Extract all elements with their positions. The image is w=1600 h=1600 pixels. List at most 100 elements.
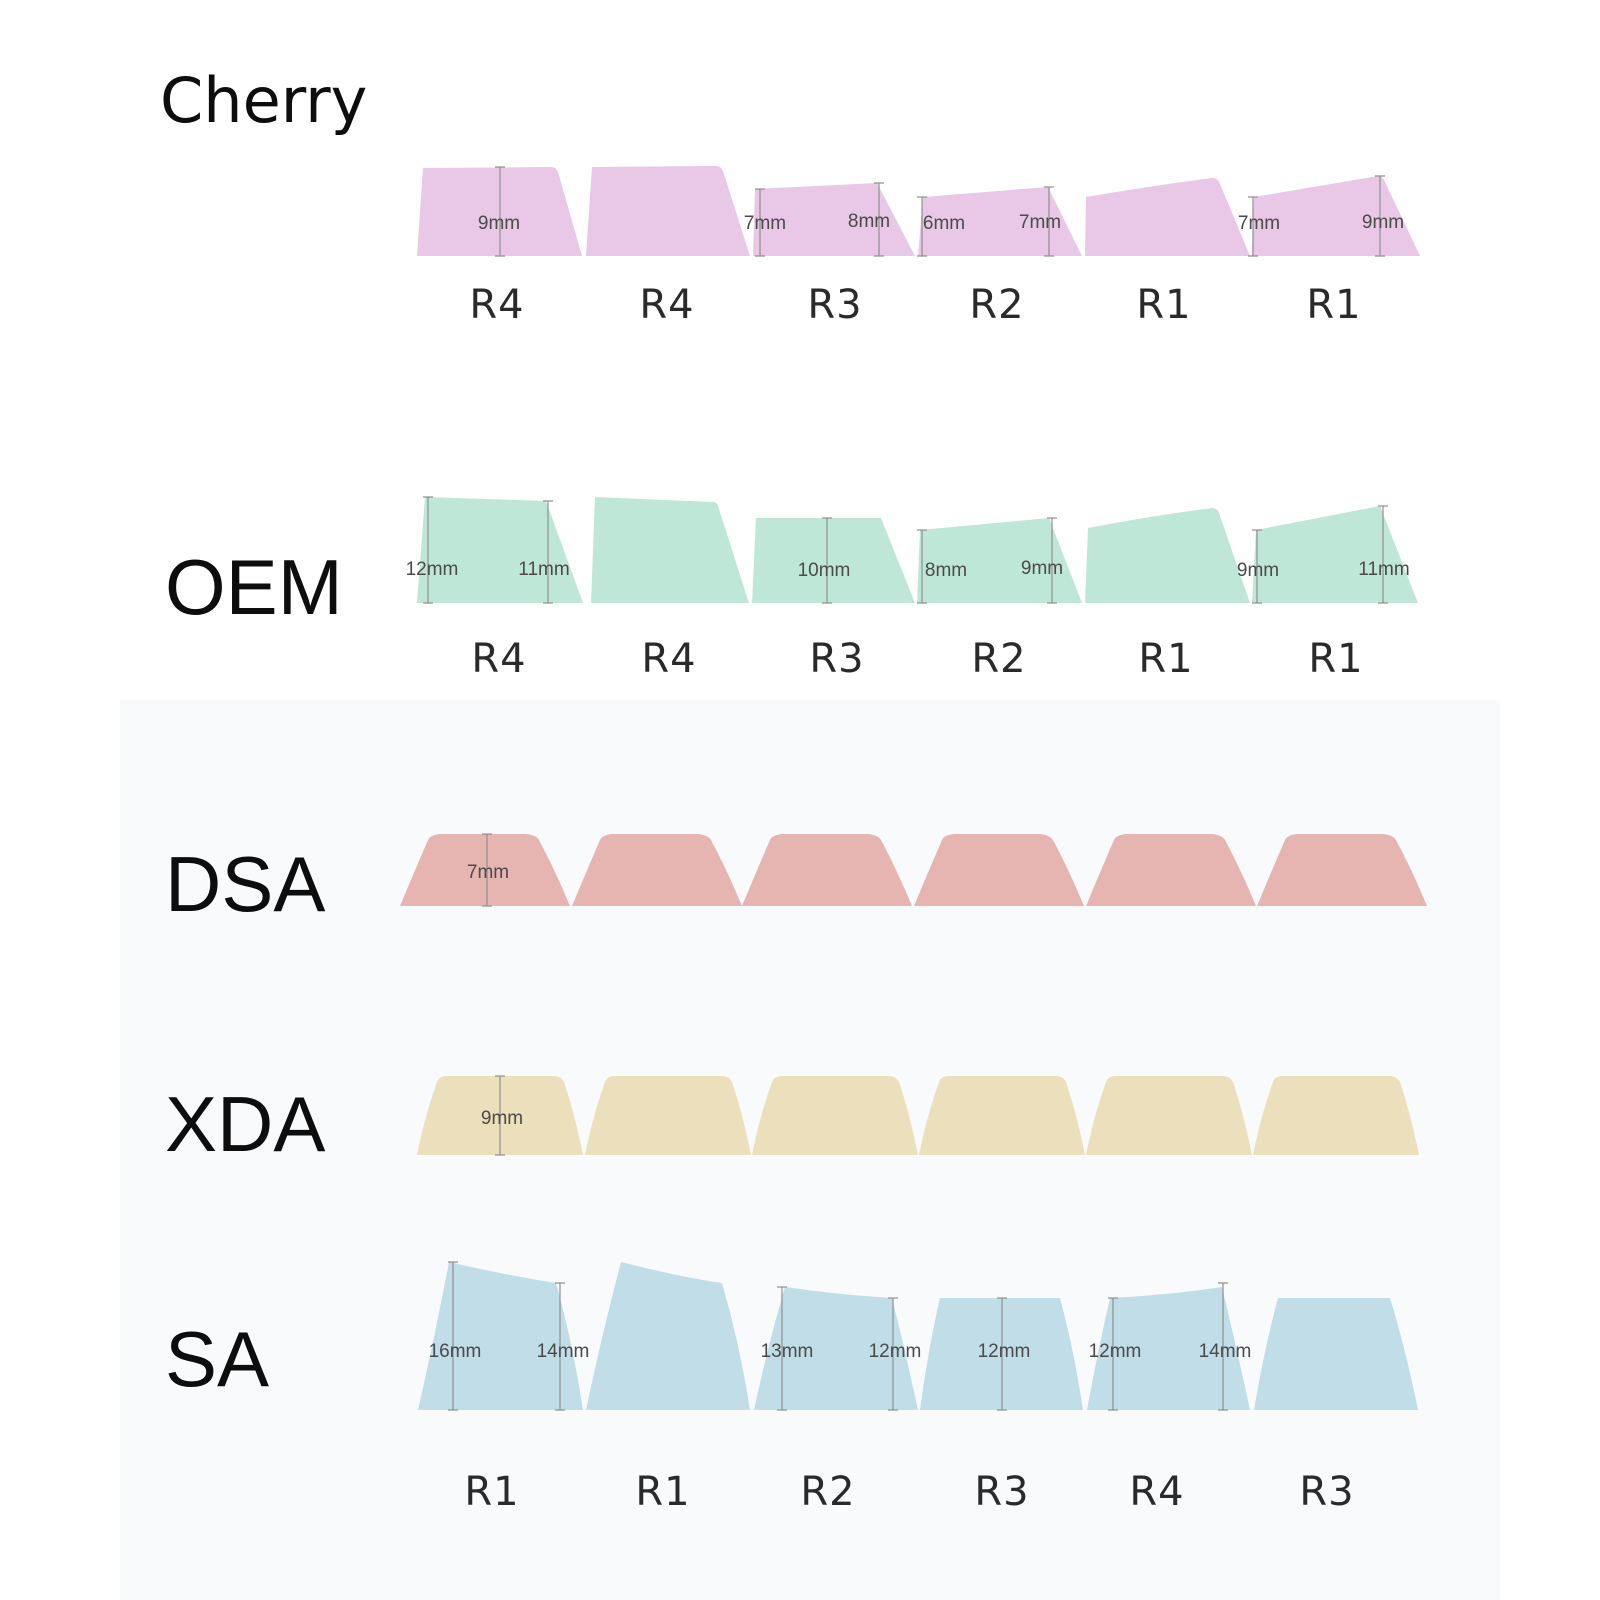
oem-row-label: R1: [1308, 636, 1363, 682]
cherry-row-label: R1: [1136, 282, 1191, 328]
cherry-keycap-6: [1252, 176, 1420, 256]
oem-measurement-label: 8mm: [925, 560, 967, 581]
sa-keycap-2: [586, 1262, 750, 1410]
sa-profile-group: 16mm 14mm 13mm 12mm 12mm 12mm 14mm R1 R1 R2 R3 R4 R3: [418, 1261, 1418, 1515]
cherry-profile-title: Cherry: [160, 64, 368, 137]
sa-measurement-label: 12mm: [869, 1341, 922, 1362]
cherry-row-label: R4: [639, 282, 694, 328]
sa-row-label: R3: [1299, 1469, 1354, 1515]
dsa-keycap-3: [742, 834, 912, 906]
cherry-dimension-marker: 8mm: [848, 182, 890, 257]
oem-dimension-marker: 10mm: [798, 517, 851, 604]
oem-row-label: R1: [1138, 636, 1193, 682]
oem-measurement-label: 11mm: [518, 559, 569, 580]
cherry-row-label: R4: [469, 282, 524, 328]
oem-keycap-3: [752, 518, 915, 603]
sa-measurement-label: 14mm: [537, 1341, 590, 1362]
sa-dimension-marker: 12mm: [1089, 1297, 1142, 1411]
oem-profile-title: OEM: [165, 543, 343, 631]
sa-row-label: R3: [974, 1469, 1029, 1515]
xda-profile-group: 9mm: [417, 1075, 1419, 1156]
cherry-measurement-label: 9mm: [1362, 212, 1404, 233]
sa-dimension-marker: 14mm: [1199, 1282, 1252, 1411]
oem-row-label: R4: [641, 636, 696, 682]
cherry-profile-group: 9mm 7mm 8mm 6mm 7mm 7mm 9mm R4 R4 R3 R2 R1 R1: [417, 166, 1420, 328]
oem-measurement-label: 9mm: [1021, 558, 1063, 579]
oem-dimension-marker: 8mm: [917, 529, 967, 604]
dsa-keycap-4: [914, 834, 1084, 906]
oem-keycap-2: [591, 497, 749, 603]
sa-measurement-label: 16mm: [429, 1341, 482, 1362]
oem-keycap-4: [917, 518, 1082, 603]
oem-dimension-marker: 12mm: [406, 496, 459, 604]
xda-keycap-6: [1253, 1076, 1419, 1155]
sa-measurement-label: 14mm: [1199, 1341, 1252, 1362]
xda-keycap-5: [1086, 1076, 1252, 1155]
cherry-measurement-label: 9mm: [478, 213, 520, 234]
oem-keycap-6: [1252, 506, 1418, 603]
sa-row-label: R1: [635, 1469, 690, 1515]
sa-measurement-label: 12mm: [1089, 1341, 1142, 1362]
oem-keycap-5: [1085, 508, 1250, 603]
cherry-row-label: R1: [1306, 282, 1361, 328]
oem-row-label: R3: [809, 636, 864, 682]
cherry-dimension-marker: 7mm: [744, 188, 786, 257]
dsa-keycap-5: [1086, 834, 1256, 906]
sa-measurement-label: 12mm: [978, 1341, 1031, 1362]
oem-measurement-label: 11mm: [1358, 559, 1409, 580]
cherry-row-label: R3: [807, 282, 862, 328]
sa-dimension-marker: 16mm: [429, 1261, 482, 1411]
sa-profile-title: SA: [165, 1315, 270, 1403]
dsa-keycap-6: [1257, 834, 1427, 906]
cherry-row-label: R2: [969, 282, 1024, 328]
cherry-dimension-marker: 9mm: [478, 166, 520, 257]
cherry-dimension-marker: 9mm: [1362, 175, 1404, 257]
dsa-profile-title: DSA: [165, 840, 326, 928]
oem-row-label: R4: [471, 636, 526, 682]
sa-keycap-6: [1254, 1298, 1418, 1410]
dsa-keycap-1: [400, 834, 570, 906]
dsa-profile-group: 7mm: [400, 833, 1427, 907]
cherry-dimension-marker: 7mm: [1019, 186, 1061, 257]
xda-keycap-2: [585, 1076, 751, 1155]
cherry-measurement-label: 7mm: [1019, 212, 1061, 233]
oem-dimension-marker: 9mm: [1021, 517, 1063, 604]
xda-keycap-3: [752, 1076, 918, 1155]
oem-measurement-label: 10mm: [798, 560, 851, 581]
sa-keycap-3: [754, 1287, 918, 1410]
sa-dimension-marker: 14mm: [537, 1282, 590, 1411]
cherry-keycap-2: [586, 166, 750, 256]
xda-measurement-label: 9mm: [481, 1108, 523, 1129]
xda-dimension-marker: 9mm: [481, 1075, 523, 1156]
xda-profile-title: XDA: [165, 1080, 326, 1168]
dsa-keycap-2: [572, 834, 742, 906]
oem-measurement-label: 9mm: [1237, 560, 1279, 581]
sa-row-label: R4: [1129, 1469, 1184, 1515]
sa-keycap-5: [1087, 1287, 1250, 1410]
sa-row-label: R2: [800, 1469, 855, 1515]
cherry-dimension-marker: 7mm: [1238, 196, 1280, 257]
cherry-measurement-label: 8mm: [848, 211, 890, 232]
cherry-measurement-label: 6mm: [923, 213, 965, 234]
sa-dimension-marker: 13mm: [761, 1286, 814, 1411]
cherry-keycap-3: [753, 183, 915, 256]
sa-keycap-1: [418, 1262, 583, 1410]
sa-measurement-label: 13mm: [761, 1341, 814, 1362]
cherry-dimension-marker: 6mm: [917, 196, 965, 257]
cherry-measurement-label: 7mm: [1238, 213, 1280, 234]
dsa-measurement-label: 7mm: [467, 862, 509, 883]
oem-measurement-label: 12mm: [406, 559, 459, 580]
cherry-keycap-4: [918, 187, 1082, 256]
oem-dimension-marker: 11mm: [518, 500, 570, 604]
cherry-keycap-5: [1085, 178, 1250, 256]
oem-dimension-marker: 9mm: [1237, 529, 1279, 604]
dsa-dimension-marker: 7mm: [467, 833, 509, 907]
sa-dimension-marker: 12mm: [978, 1297, 1031, 1411]
oem-dimension-marker: 11mm: [1358, 505, 1410, 604]
sa-dimension-marker: 12mm: [869, 1297, 922, 1411]
cherry-measurement-label: 7mm: [744, 213, 786, 234]
sa-row-label: R1: [464, 1469, 519, 1515]
oem-profile-group: 12mm 11mm 10mm 8mm 9mm 9mm 11mm R4 R4 R3 R2 R1 R1: [406, 496, 1418, 682]
oem-row-label: R2: [971, 636, 1026, 682]
